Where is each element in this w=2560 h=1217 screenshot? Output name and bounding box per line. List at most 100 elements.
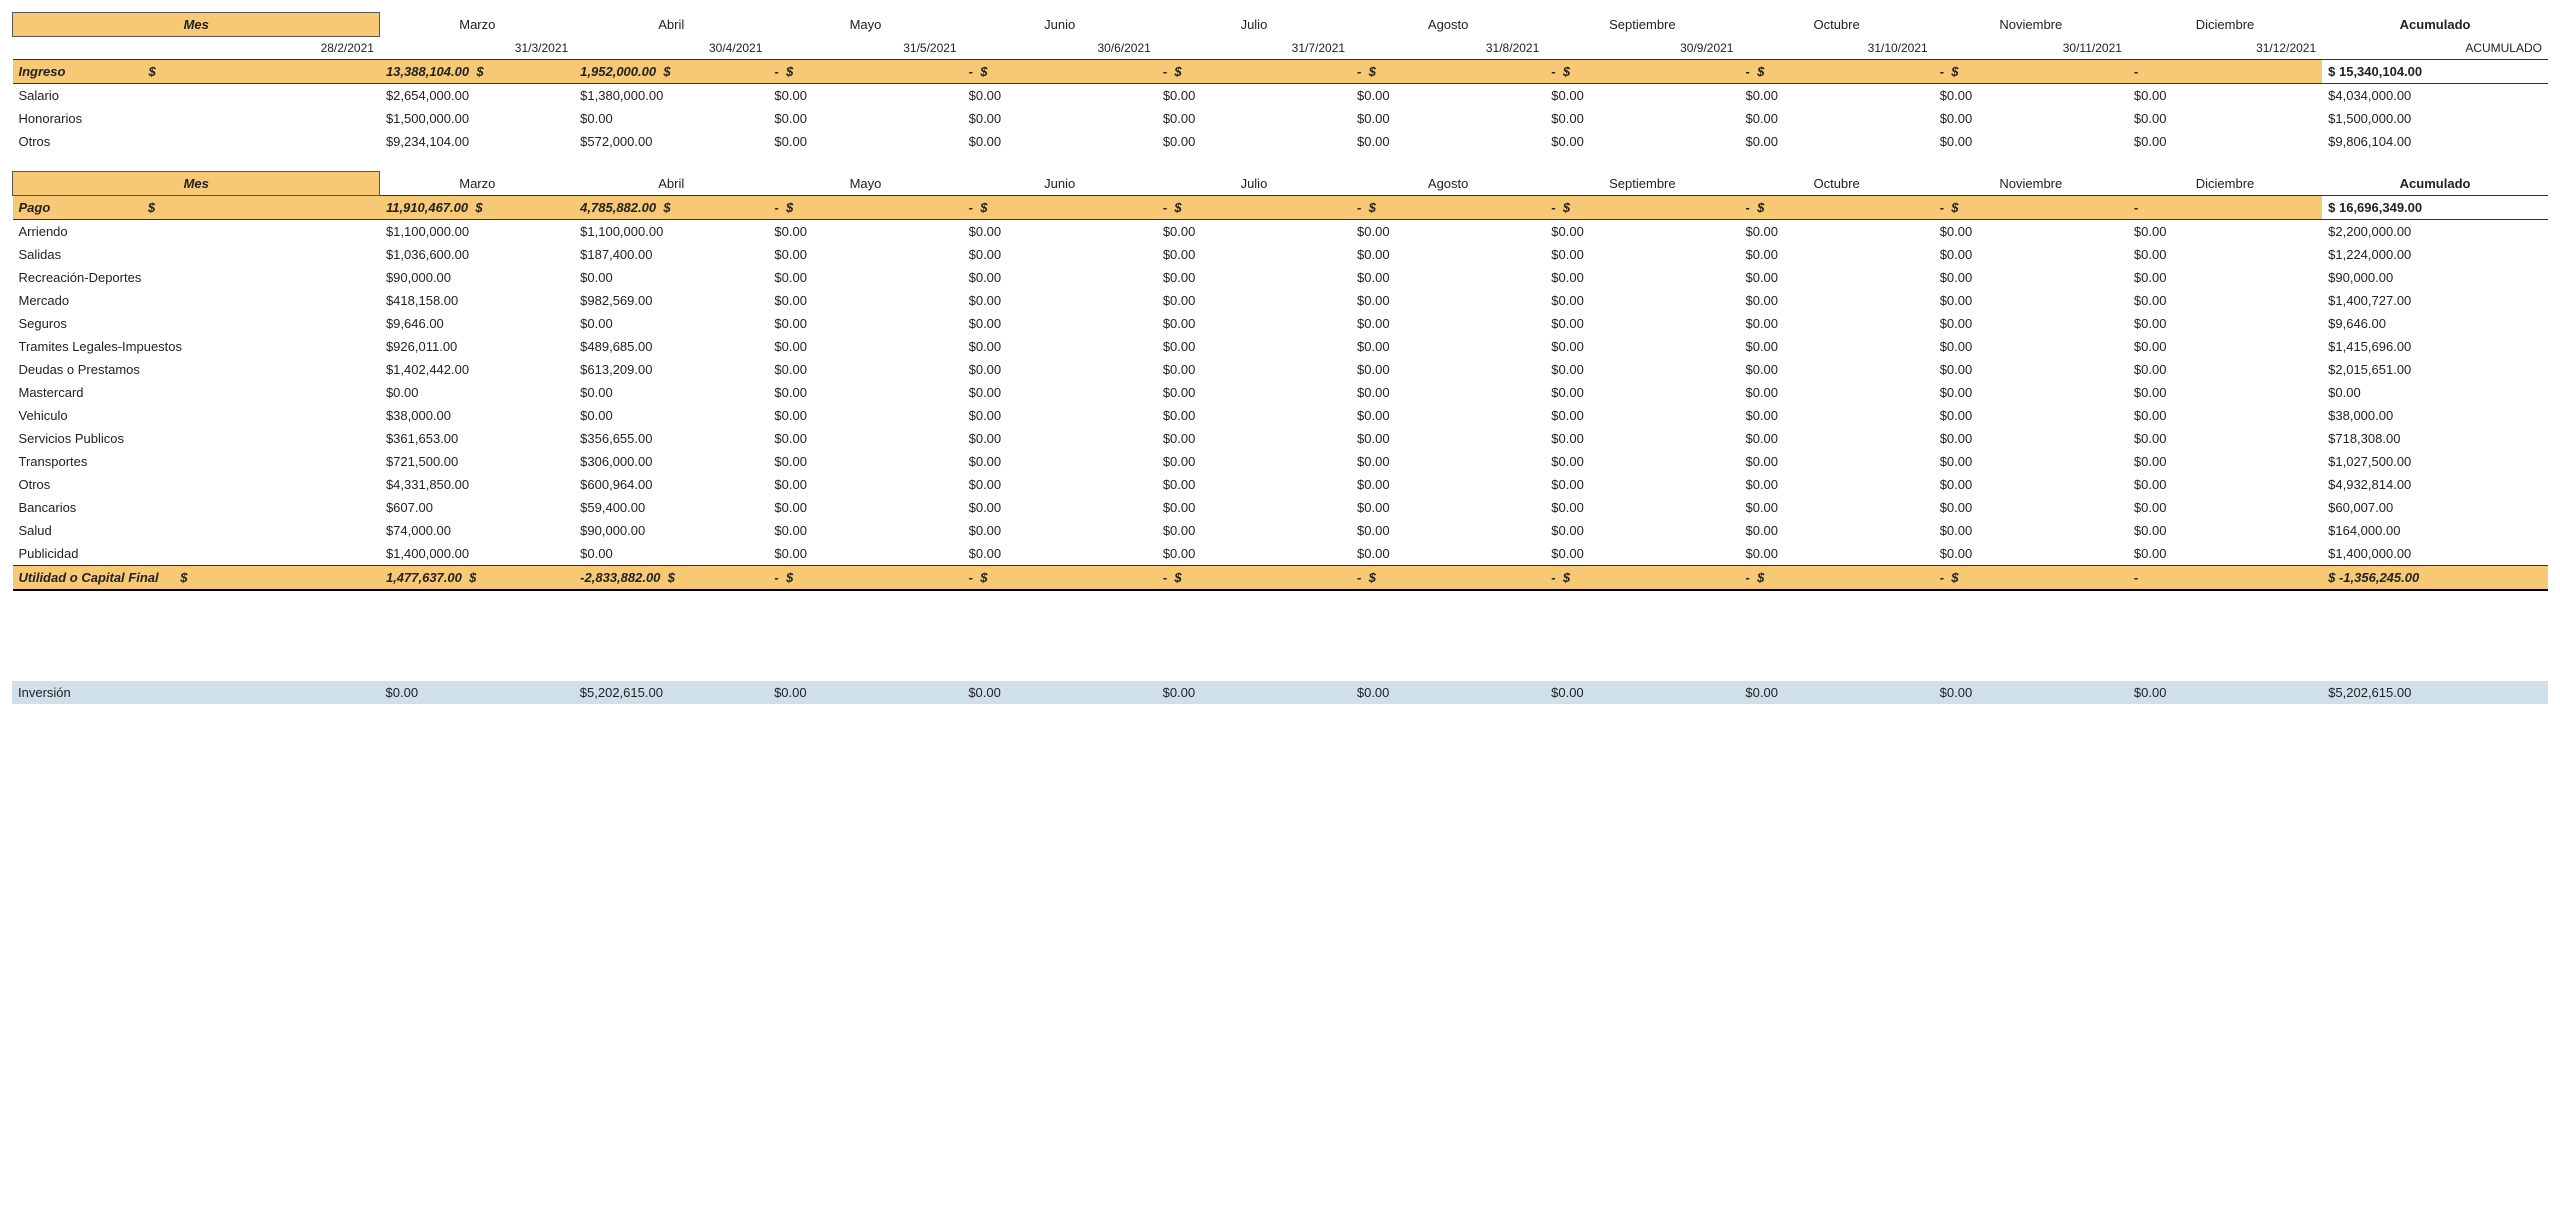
month-head: Septiembre <box>1545 172 1739 196</box>
ingreso-table: Mes Marzo Abril Mayo Junio Julio Agosto … <box>12 12 2548 153</box>
pago-cell: $0.00 <box>1739 289 1933 312</box>
pago-acc-cell: $1,224,000.00 <box>2322 243 2548 266</box>
pago-cell: $0.00 <box>963 266 1157 289</box>
pago-row: Servicios Publicos$361,653.00$356,655.00… <box>13 427 2549 450</box>
pago-total: - $ <box>1157 196 1351 220</box>
pago-cell: $0.00 <box>768 542 962 566</box>
pago-row-label: Salud <box>13 519 380 542</box>
ingreso-acc-cell: $4,034,000.00 <box>2322 84 2548 108</box>
date-cell: 30/11/2021 <box>1934 37 2128 60</box>
ingreso-cell: $0.00 <box>768 107 962 130</box>
date-cell: 30/6/2021 <box>963 37 1157 60</box>
pago-cell: $0.00 <box>1157 404 1351 427</box>
pago-acc-cell: $9,646.00 <box>2322 312 2548 335</box>
pago-row: Salidas$1,036,600.00$187,400.00$0.00$0.0… <box>13 243 2549 266</box>
ingreso-cell: $0.00 <box>2128 84 2322 108</box>
month-header-row: Mes Marzo Abril Mayo Junio Julio Agosto … <box>13 172 2549 196</box>
utilidad-val: - $ <box>963 566 1157 591</box>
pago-cell: $90,000.00 <box>380 266 574 289</box>
pago-cell: $0.00 <box>1545 450 1739 473</box>
pago-row: Mastercard$0.00$0.00$0.00$0.00$0.00$0.00… <box>13 381 2549 404</box>
pago-cell: $0.00 <box>963 427 1157 450</box>
ingreso-total: - <box>2128 60 2322 84</box>
pago-cell: $0.00 <box>2128 312 2322 335</box>
pago-cell: $0.00 <box>1351 335 1545 358</box>
pago-cell: $0.00 <box>2128 496 2322 519</box>
month-head: Julio <box>1157 172 1351 196</box>
pago-cell: $0.00 <box>1739 404 1933 427</box>
pago-row: Tramites Legales-Impuestos$926,011.00$48… <box>13 335 2549 358</box>
pago-cell: $0.00 <box>2128 427 2322 450</box>
pago-row-label: Mastercard <box>13 381 380 404</box>
pago-cell: $0.00 <box>768 473 962 496</box>
month-head: Agosto <box>1351 13 1545 37</box>
pago-cell: $0.00 <box>2128 542 2322 566</box>
pago-cell: $0.00 <box>1157 335 1351 358</box>
inversion-val: $0.00 <box>2128 681 2322 704</box>
pago-cell: $0.00 <box>1545 312 1739 335</box>
pago-cell: $982,569.00 <box>574 289 768 312</box>
month-head: Marzo <box>380 172 574 196</box>
ingreso-total: - $ <box>1739 60 1933 84</box>
pago-total: - $ <box>963 196 1157 220</box>
ingreso-cell: $1,380,000.00 <box>574 84 768 108</box>
pago-cell: $0.00 <box>1934 335 2128 358</box>
pago-row: Otros$4,331,850.00$600,964.00$0.00$0.00$… <box>13 473 2549 496</box>
pago-cell: $0.00 <box>2128 358 2322 381</box>
pago-total-row: Pago $ 11,910,467.00 $ 4,785,882.00 $ - … <box>13 196 2549 220</box>
mes-header: Mes <box>13 172 380 196</box>
utilidad-acc: $ -1,356,245.00 <box>2322 566 2548 591</box>
pago-cell: $0.00 <box>2128 220 2322 244</box>
ingreso-acc-cell: $9,806,104.00 <box>2322 130 2548 153</box>
pago-cell: $90,000.00 <box>574 519 768 542</box>
pago-cell: $0.00 <box>1739 243 1933 266</box>
ingreso-total: - $ <box>768 60 962 84</box>
pago-cell: $0.00 <box>574 542 768 566</box>
pago-cell: $0.00 <box>768 404 962 427</box>
pago-cell: $613,209.00 <box>574 358 768 381</box>
pago-cell: $38,000.00 <box>380 404 574 427</box>
ingreso-total: - $ <box>963 60 1157 84</box>
pago-cell: $0.00 <box>768 496 962 519</box>
pago-cell: $1,400,000.00 <box>380 542 574 566</box>
pago-cell: $0.00 <box>1934 542 2128 566</box>
pago-cell: $0.00 <box>1351 450 1545 473</box>
month-head: Agosto <box>1351 172 1545 196</box>
pago-row: Seguros$9,646.00$0.00$0.00$0.00$0.00$0.0… <box>13 312 2549 335</box>
inversion-val: $0.00 <box>768 681 962 704</box>
pago-cell: $0.00 <box>574 312 768 335</box>
pago-cell: $0.00 <box>963 358 1157 381</box>
pago-cell: $0.00 <box>1739 542 1933 566</box>
pago-cell: $0.00 <box>1351 312 1545 335</box>
ingreso-cell: $0.00 <box>963 84 1157 108</box>
pago-cell: $0.00 <box>1934 289 2128 312</box>
pago-cell: $0.00 <box>963 473 1157 496</box>
pago-cell: $0.00 <box>1739 427 1933 450</box>
pago-row-label: Salidas <box>13 243 380 266</box>
date-cell: 31/10/2021 <box>1739 37 1933 60</box>
pago-cell: $0.00 <box>963 335 1157 358</box>
pago-cell: $489,685.00 <box>574 335 768 358</box>
pago-cell: $0.00 <box>1739 473 1933 496</box>
ingreso-cell: $2,654,000.00 <box>380 84 574 108</box>
ingreso-cell: $0.00 <box>1545 107 1739 130</box>
ingreso-cell: $0.00 <box>2128 130 2322 153</box>
pago-row-label: Transportes <box>13 450 380 473</box>
pago-cell: $0.00 <box>963 289 1157 312</box>
pago-cell: $0.00 <box>1934 473 2128 496</box>
month-head: Diciembre <box>2128 13 2322 37</box>
pago-cell: $0.00 <box>768 266 962 289</box>
pago-cell: $0.00 <box>2128 381 2322 404</box>
pago-cell: $4,331,850.00 <box>380 473 574 496</box>
utilidad-val: - $ <box>1157 566 1351 591</box>
pago-cell: $0.00 <box>768 381 962 404</box>
pago-cell: $0.00 <box>1545 335 1739 358</box>
pago-cell: $0.00 <box>2128 450 2322 473</box>
ingreso-acc-cell: $1,500,000.00 <box>2322 107 2548 130</box>
month-head: Septiembre <box>1545 13 1739 37</box>
pago-cell: $1,100,000.00 <box>380 220 574 244</box>
pago-cell: $187,400.00 <box>574 243 768 266</box>
pago-cell: $0.00 <box>1545 243 1739 266</box>
pago-cell: $0.00 <box>1739 381 1933 404</box>
month-head: Abril <box>574 172 768 196</box>
